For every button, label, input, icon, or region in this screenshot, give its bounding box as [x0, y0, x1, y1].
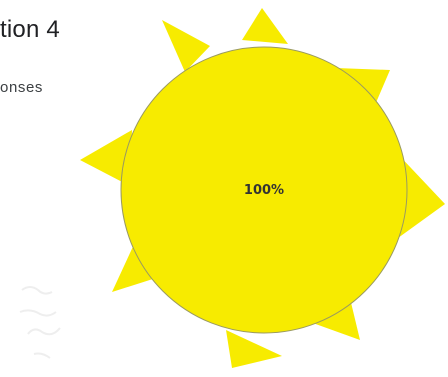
pie-slices: 100% [120, 46, 408, 334]
question-title: tion 4 [0, 16, 60, 43]
pie-slice [120, 46, 408, 334]
faint-background-sketch [19, 286, 61, 359]
pie-burst-decoration [80, 8, 445, 368]
responses-count-label: onses [0, 79, 44, 96]
pie-slice-data-label: 100% [244, 183, 284, 198]
